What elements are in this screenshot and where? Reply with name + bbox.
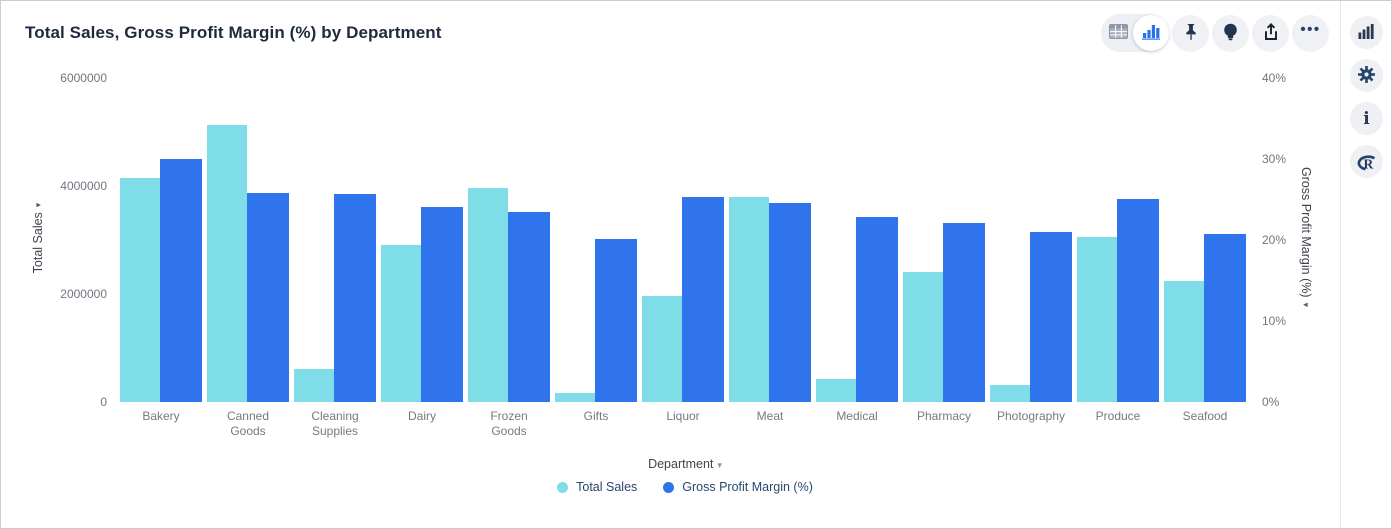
x-axis-category-label: Gifts	[583, 409, 609, 423]
bar-total-sales[interactable]	[642, 296, 682, 402]
bar-total-sales[interactable]	[294, 368, 334, 402]
svg-text:R: R	[1363, 156, 1373, 171]
dual-axis-bar-chart: Total Sales ▾ Gross Profit Margin (%) ▾ …	[1, 1, 1342, 528]
more-options-button[interactable]: •••	[1292, 14, 1329, 52]
x-axis-category-label: Canned Goods	[226, 409, 270, 438]
legend-item[interactable]: Gross Profit Margin (%)	[663, 480, 813, 494]
page-title: Total Sales, Gross Profit Margin (%) by …	[25, 23, 442, 42]
x-axis-category-label: Cleaning Supplies	[311, 409, 359, 438]
lightbulb-icon	[1222, 23, 1239, 44]
chart-view-button[interactable]	[1133, 15, 1169, 51]
bar-gross-profit-margin[interactable]	[943, 222, 985, 402]
x-axis-category-label: Dairy	[407, 409, 436, 423]
bar-total-sales[interactable]	[207, 124, 247, 402]
y-axis-tick-right: 0%	[1262, 395, 1280, 409]
y-axis-tick-left: 2000000	[60, 287, 107, 301]
bar-total-sales[interactable]	[120, 178, 160, 402]
column-chart-icon	[1358, 23, 1375, 42]
legend-dot-icon	[557, 481, 569, 493]
bar-gross-profit-margin[interactable]	[508, 212, 550, 402]
axis-menu-caret: ▾	[1301, 302, 1312, 308]
x-axis-category-label: Pharmacy	[916, 409, 972, 423]
y-axis-title-left[interactable]: Total Sales ▾	[31, 202, 45, 274]
info-icon: i	[1363, 108, 1370, 129]
bar-gross-profit-margin[interactable]	[1030, 231, 1072, 402]
y-axis-tick-right: 40%	[1262, 71, 1287, 85]
pin-icon	[1183, 23, 1199, 44]
x-axis-category-label: Meat	[756, 409, 784, 423]
legend-label: Gross Profit Margin (%)	[682, 480, 813, 494]
bar-total-sales[interactable]	[555, 392, 595, 402]
bar-gross-profit-margin[interactable]	[595, 239, 637, 402]
dropdown-caret-icon: ▾	[717, 460, 722, 470]
insights-button[interactable]	[1212, 14, 1249, 52]
chart-config-button[interactable]	[1350, 16, 1383, 49]
bar-gross-profit-margin[interactable]	[421, 206, 463, 402]
table-icon	[1108, 24, 1128, 42]
bar-total-sales[interactable]	[468, 188, 508, 402]
r-language-icon: R	[1356, 153, 1378, 171]
legend-dot-icon	[663, 481, 675, 493]
share-button[interactable]	[1252, 14, 1289, 52]
chart-toolbar: •••	[1101, 14, 1329, 52]
r-logo-button[interactable]: R	[1350, 145, 1383, 178]
x-axis-category-label: Liquor	[666, 409, 700, 423]
chart-panel: Total Sales, Gross Profit Margin (%) by …	[1, 1, 1342, 528]
axis-menu-caret: ▾	[32, 202, 43, 208]
bar-chart-icon	[1142, 24, 1160, 43]
x-axis-category-label: Frozen Goods	[490, 409, 528, 438]
info-button[interactable]: i	[1350, 102, 1383, 135]
bar-total-sales[interactable]	[729, 196, 769, 402]
view-toggle	[1101, 14, 1169, 52]
bar-gross-profit-margin[interactable]	[1204, 233, 1246, 402]
bar-total-sales[interactable]	[381, 245, 421, 402]
y-axis-tick-left: 4000000	[60, 179, 107, 193]
x-axis-category-label: Photography	[996, 409, 1066, 423]
legend-label: Total Sales	[576, 480, 638, 494]
bar-gross-profit-margin[interactable]	[1117, 198, 1159, 402]
y-axis-tick-left: 0	[100, 395, 107, 409]
bar-gross-profit-margin[interactable]	[160, 159, 202, 402]
bar-gross-profit-margin[interactable]	[334, 193, 376, 402]
bar-total-sales[interactable]	[816, 378, 856, 402]
pin-button[interactable]	[1172, 14, 1209, 52]
x-axis-category-label: Produce	[1095, 409, 1141, 423]
y-axis-title-right[interactable]: Gross Profit Margin (%) ▾	[1299, 166, 1313, 308]
x-axis-category-label: Bakery	[142, 409, 180, 423]
table-view-button[interactable]	[1101, 14, 1135, 52]
y-axis-tick-left: 6000000	[60, 71, 107, 85]
y-axis-tick-right: 20%	[1262, 233, 1287, 247]
bar-total-sales[interactable]	[990, 384, 1030, 402]
bar-gross-profit-margin[interactable]	[856, 217, 898, 402]
share-icon	[1262, 22, 1280, 44]
chart-legend: Total Sales Gross Profit Margin (%)	[119, 480, 1251, 494]
y-axis-tick-right: 30%	[1262, 152, 1287, 166]
settings-button[interactable]	[1350, 59, 1383, 92]
y-axis-tick-right: 10%	[1262, 314, 1287, 328]
x-axis-title[interactable]: Department ▾	[648, 457, 722, 471]
bar-total-sales[interactable]	[903, 272, 943, 402]
right-sidebar: i R	[1340, 1, 1391, 528]
x-axis-category-label: Seafood	[1182, 409, 1228, 423]
x-axis-category-label: Medical	[836, 409, 878, 423]
bar-gross-profit-margin[interactable]	[682, 197, 724, 402]
gear-icon	[1357, 65, 1376, 87]
bar-total-sales[interactable]	[1077, 237, 1117, 402]
legend-item[interactable]: Total Sales	[557, 480, 637, 494]
bar-gross-profit-margin[interactable]	[247, 193, 289, 402]
bar-gross-profit-margin[interactable]	[769, 202, 811, 402]
ellipsis-icon: •••	[1300, 21, 1321, 38]
bar-total-sales[interactable]	[1164, 280, 1204, 402]
